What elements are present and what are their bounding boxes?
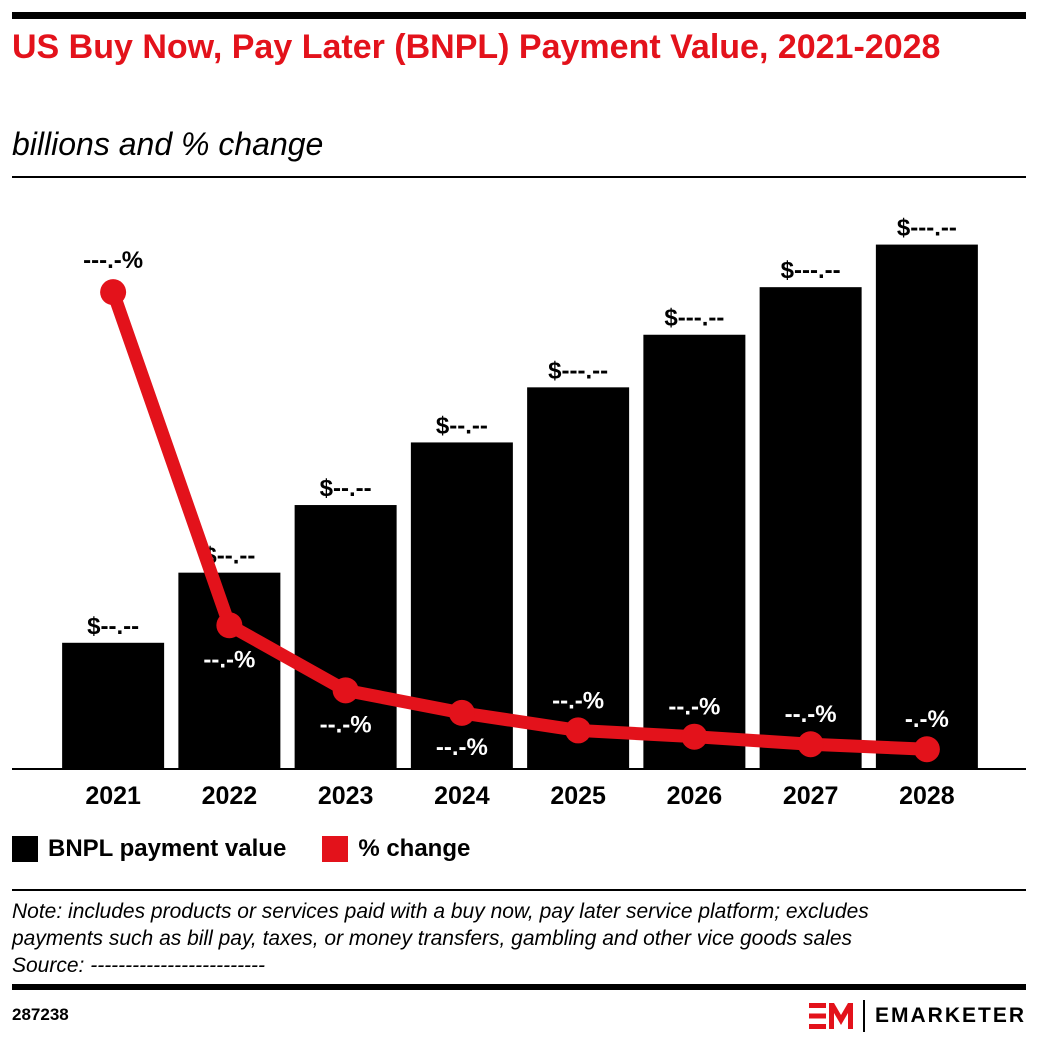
bar-value-label: $--.-- <box>87 613 139 640</box>
line-point <box>332 677 359 704</box>
line-value-label: ---.-% <box>83 247 143 274</box>
top-rule <box>12 12 1026 19</box>
bar-value-label: $---.-- <box>548 357 608 384</box>
bar-value-label: $--.-- <box>320 475 372 502</box>
chart-plot: $--.--$--.--$--.--$--.--$---.--$---.--$-… <box>12 215 1026 810</box>
chart-id: 287238 <box>12 1005 69 1024</box>
x-tick-label: 2027 <box>783 782 839 810</box>
line-point <box>216 612 243 639</box>
legend-swatch-bar <box>12 836 38 862</box>
brand-divider <box>862 1000 865 1032</box>
brand-name: EMARKETER <box>874 1004 1026 1027</box>
line-value-label: --.-% <box>203 646 255 673</box>
bar <box>294 505 397 768</box>
bar <box>527 387 630 768</box>
chart-legend: BNPL payment value % change <box>12 832 506 866</box>
bar <box>178 572 281 768</box>
line-value-label: --.-% <box>552 687 604 714</box>
note-line: payments such as bill pay, taxes, or mon… <box>12 927 853 950</box>
x-tick-label: 2023 <box>318 782 374 810</box>
note-line: Note: includes products or services paid… <box>12 900 869 923</box>
line-value-label: --.-% <box>320 711 372 738</box>
bar-value-label: $--.-- <box>436 412 488 439</box>
bar <box>875 244 978 768</box>
bar <box>643 334 746 768</box>
bar-value-label: $---.-- <box>897 215 957 242</box>
legend-item-bnpl-payment-value: BNPL payment value <box>12 835 286 863</box>
bottom-rule <box>12 984 1026 990</box>
line-value-label: -.-% <box>905 706 949 733</box>
legend-item-percent-change: % change <box>322 835 470 863</box>
x-tick-label: 2028 <box>899 782 955 810</box>
chart-note: Note: includes products or services paid… <box>12 898 1026 979</box>
brand-logo: EMARKETER <box>808 996 1026 1036</box>
bar-value-label: $---.-- <box>781 257 841 284</box>
line-point <box>913 736 940 763</box>
footer-divider <box>12 889 1026 891</box>
line-point <box>681 723 708 750</box>
x-tick-label: 2025 <box>550 782 606 810</box>
line-value-label: --.-% <box>785 701 837 728</box>
line-point <box>565 717 592 744</box>
line-value-label: --.-% <box>436 734 488 761</box>
legend-label-bar: BNPL payment value <box>48 835 287 862</box>
line-value-label: --.-% <box>668 694 720 721</box>
em-logo-icon <box>808 1003 853 1029</box>
x-tick-label: 2022 <box>202 782 258 810</box>
legend-swatch-line <box>322 836 349 862</box>
x-tick-label: 2021 <box>85 782 141 810</box>
line-point <box>100 279 127 306</box>
bar <box>759 287 862 768</box>
header-divider <box>12 176 1026 178</box>
bar <box>62 642 165 768</box>
percent-change-line <box>106 285 934 756</box>
line-point <box>448 699 475 726</box>
legend-label-line: % change <box>358 835 471 862</box>
chart-title: US Buy Now, Pay Later (BNPL) Payment Val… <box>12 28 941 66</box>
bar-value-label: $---.-- <box>664 305 724 332</box>
x-tick-label: 2024 <box>434 782 490 810</box>
source-line: Source: ------------------------- <box>12 954 266 977</box>
line-point <box>797 731 824 758</box>
x-tick-label: 2026 <box>667 782 723 810</box>
chart-subtitle: billions and % change <box>12 126 324 162</box>
